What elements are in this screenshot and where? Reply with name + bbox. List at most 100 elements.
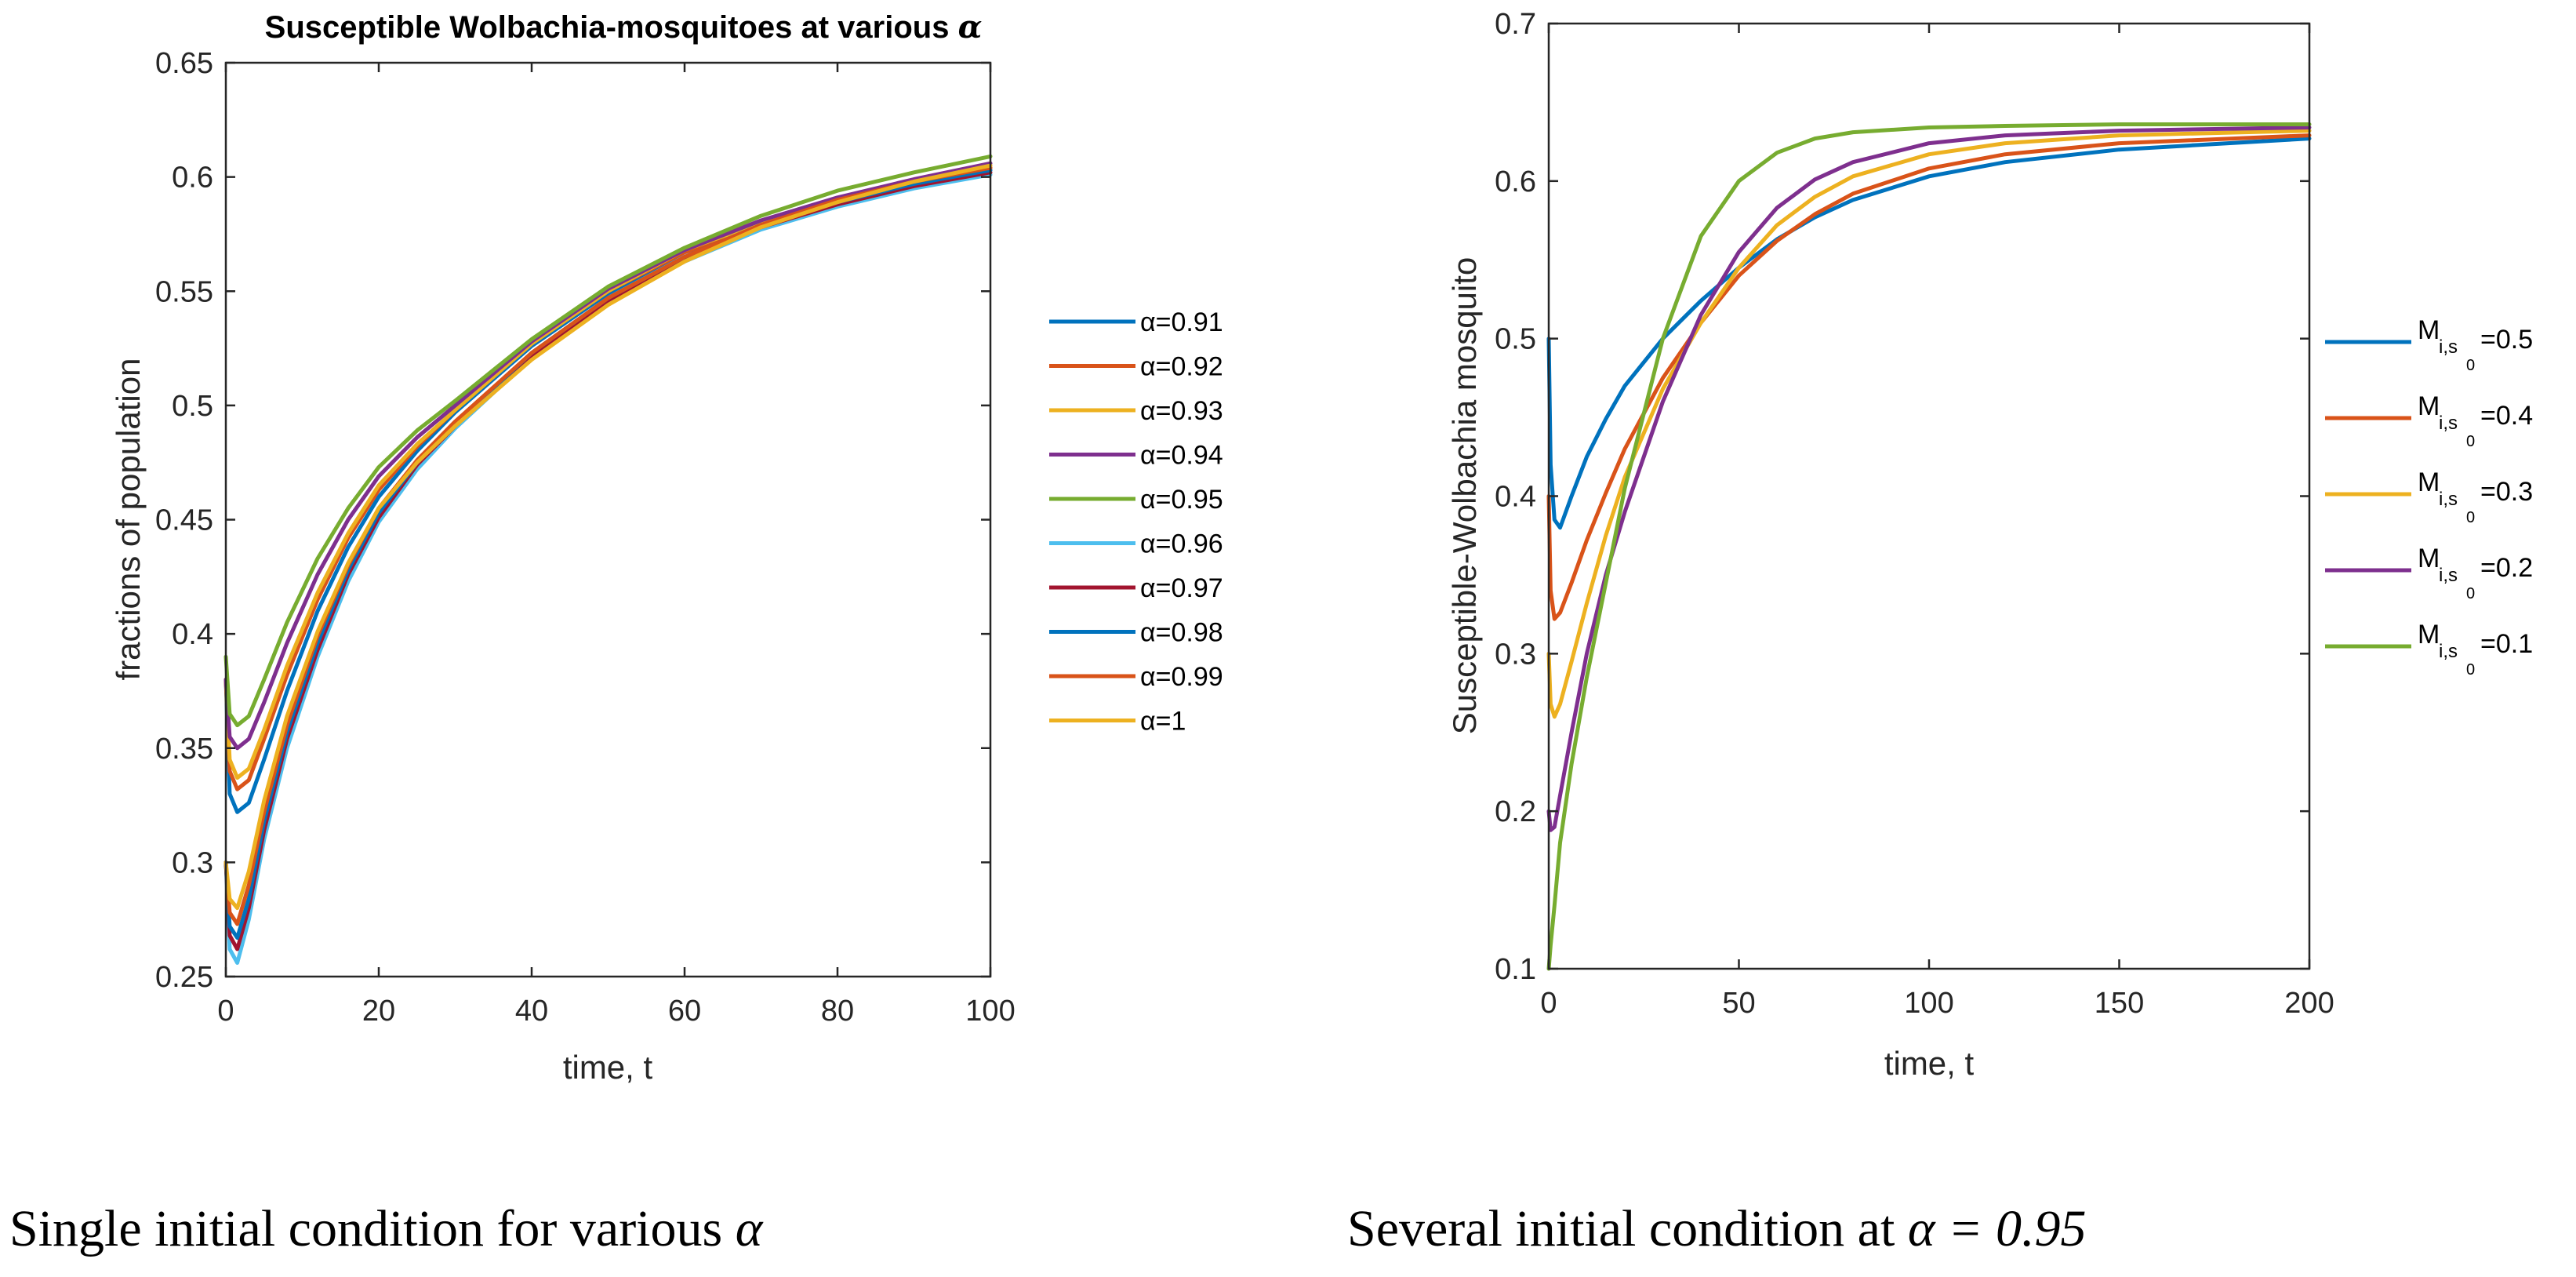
right-caption-symbol: α = 0.95 bbox=[1908, 1200, 2087, 1257]
left-legend-label: α=0.96 bbox=[1140, 529, 1223, 559]
right-legend-label-subsub: 0 bbox=[2466, 433, 2475, 450]
left-legend-item: α=0.92 bbox=[1049, 352, 1223, 382]
right-legend-label-main: M bbox=[2418, 620, 2440, 649]
right-legend-label-value: =0.5 bbox=[2480, 325, 2533, 355]
left-x-tick-label: 0 bbox=[217, 995, 234, 1028]
right-x-tick-label: 0 bbox=[1540, 987, 1557, 1020]
left-series-line-4 bbox=[223, 161, 993, 751]
left-x-tick-label: 40 bbox=[515, 995, 548, 1028]
chart-left: Susceptible Wolbachia-mosquitoes at vari… bbox=[9, 9, 1223, 1257]
right-x-axis-label: time, t bbox=[1884, 1045, 1975, 1082]
right-series-line-5 bbox=[1546, 122, 2312, 971]
left-y-tick-label: 0.65 bbox=[155, 47, 213, 80]
right-legend-label-value: =0.2 bbox=[2480, 553, 2533, 583]
left-series-line-5 bbox=[223, 154, 993, 728]
right-y-axis-label: Susceptible-Wolbachia mosquito bbox=[1446, 257, 1483, 735]
right-legend-label-subsub: 0 bbox=[2466, 585, 2475, 602]
right-plot-frame bbox=[1547, 22, 2311, 970]
left-legend-item: α=0.99 bbox=[1049, 662, 1223, 692]
right-legend-label-sub: i,s bbox=[2439, 489, 2458, 510]
right-legend-label-value: =0.4 bbox=[2480, 401, 2533, 431]
left-y-tick-label: 0.35 bbox=[155, 733, 213, 766]
left-legend-item: α=0.97 bbox=[1049, 573, 1223, 603]
left-legend-item: α=0.94 bbox=[1049, 441, 1223, 471]
right-legend-label-main: M bbox=[2418, 468, 2440, 497]
right-y-tick-label: 0.7 bbox=[1495, 8, 1536, 41]
left-legend-label: α=0.95 bbox=[1140, 485, 1223, 515]
left-legend-label: α=0.98 bbox=[1140, 618, 1223, 648]
left-series-line-6 bbox=[223, 173, 993, 965]
left-legend-label: α=0.93 bbox=[1140, 396, 1223, 426]
right-series-line-1 bbox=[1546, 136, 2312, 530]
right-legend-label-sub: i,s bbox=[2439, 641, 2458, 662]
right-y-axis: 0.1 0.2 0.3 0.4 0.5 0.6 0.7 bbox=[1495, 8, 2309, 986]
right-legend-label-main: M bbox=[2418, 391, 2440, 421]
chart-right: 0.1 0.2 0.3 0.4 0.5 0.6 0.7 0 50 100 150 200 time,… bbox=[1347, 8, 2533, 1257]
right-legend-label-sub: i,s bbox=[2439, 337, 2458, 358]
right-legend-label-sub: i,s bbox=[2439, 413, 2458, 434]
left-legend-item: α=1 bbox=[1049, 707, 1186, 737]
right-x-axis: 0 50 100 150 200 bbox=[1540, 24, 2334, 1020]
left-x-axis-label: time, t bbox=[563, 1049, 653, 1086]
left-legend-item: α=0.95 bbox=[1049, 485, 1223, 515]
left-series-line-3 bbox=[223, 163, 993, 780]
left-legend-item: α=0.96 bbox=[1049, 529, 1223, 559]
left-y-tick-label: 0.6 bbox=[172, 162, 213, 195]
left-legend-label: α=0.94 bbox=[1140, 441, 1223, 471]
right-legend-item: Mi,s 0 =0.2 bbox=[2325, 544, 2533, 602]
right-legend-label-value: =0.3 bbox=[2480, 477, 2533, 507]
right-legend: Mi,s0=0.5Mi,s0=0.4Mi,s0=0.3Mi,s0=0.2Mi,s… bbox=[2325, 315, 2533, 679]
right-legend-label-main: M bbox=[2418, 315, 2440, 345]
left-series-line-2 bbox=[223, 166, 993, 791]
left-caption: Single initial condition for various α bbox=[9, 1200, 764, 1257]
left-caption-symbol: α bbox=[736, 1200, 764, 1257]
left-legend-label: α=0.97 bbox=[1140, 573, 1223, 603]
right-x-tick-label: 200 bbox=[2284, 987, 2334, 1020]
left-chart-title: Susceptible Wolbachia-mosquitoes at vari… bbox=[265, 9, 983, 45]
right-y-tick-label: 0.6 bbox=[1495, 166, 1536, 198]
left-legend-label: α=1 bbox=[1140, 707, 1186, 737]
right-x-tick-label: 100 bbox=[1904, 987, 1953, 1020]
left-series-line-1 bbox=[223, 168, 993, 814]
left-y-axis-label: fractions of population bbox=[110, 358, 147, 681]
left-legend-label: α=0.91 bbox=[1140, 307, 1223, 337]
right-legend-item: Mi,s 0 =0.1 bbox=[2325, 620, 2533, 679]
right-y-tick-label: 0.2 bbox=[1495, 795, 1536, 828]
left-y-tick-label: 0.4 bbox=[172, 618, 213, 651]
right-y-tick-label: 0.3 bbox=[1495, 638, 1536, 671]
left-x-tick-label: 20 bbox=[362, 995, 395, 1028]
right-series-line-3 bbox=[1546, 129, 2312, 719]
left-legend-label: α=0.92 bbox=[1140, 352, 1223, 382]
right-series-line-4 bbox=[1546, 126, 2312, 832]
left-legend-label: α=0.99 bbox=[1140, 662, 1223, 692]
right-y-tick-label: 0.4 bbox=[1495, 481, 1536, 514]
left-y-tick-label: 0.3 bbox=[172, 846, 213, 879]
right-series-group bbox=[1546, 122, 2312, 971]
right-x-tick-label: 50 bbox=[1722, 987, 1755, 1020]
right-y-tick-label: 0.5 bbox=[1495, 323, 1536, 356]
right-caption: Several initial condition at α = 0.95 bbox=[1347, 1200, 2087, 1257]
right-legend-item: Mi,s 0 =0.4 bbox=[2325, 391, 2533, 450]
left-x-tick-label: 100 bbox=[965, 995, 1015, 1028]
left-legend-item: α=0.98 bbox=[1049, 618, 1223, 648]
left-legend-item: α=0.93 bbox=[1049, 396, 1223, 426]
right-caption-text: Several initial condition at bbox=[1347, 1200, 1908, 1257]
right-legend-label-subsub: 0 bbox=[2466, 661, 2475, 679]
right-legend-label-subsub: 0 bbox=[2466, 357, 2475, 374]
right-legend-label-subsub: 0 bbox=[2466, 509, 2475, 526]
left-y-tick-label: 0.55 bbox=[155, 275, 213, 308]
left-y-tick-label: 0.25 bbox=[155, 961, 213, 994]
right-legend-label-sub: i,s bbox=[2439, 565, 2458, 586]
left-y-tick-label: 0.45 bbox=[155, 504, 213, 537]
right-legend-label-value: =0.1 bbox=[2480, 629, 2533, 659]
left-legend: α=0.91 α=0.92 α=0.93 α=0.94 α=0.95 α=0.96 α=0.… bbox=[1049, 307, 1223, 737]
left-y-axis: 0.25 0.3 0.35 0.4 0.45 0.5 0.55 0.6 0.65 bbox=[155, 47, 990, 994]
right-y-tick-label: 0.1 bbox=[1495, 953, 1536, 986]
left-caption-text: Single initial condition for various bbox=[9, 1200, 736, 1257]
right-legend-item: Mi,s 0 =0.3 bbox=[2325, 468, 2533, 526]
right-x-tick-label: 150 bbox=[2095, 987, 2144, 1020]
left-y-tick-label: 0.5 bbox=[172, 390, 213, 423]
left-x-axis: 0 20 40 60 80 100 bbox=[217, 63, 1016, 1028]
right-legend-label-main: M bbox=[2418, 544, 2440, 573]
